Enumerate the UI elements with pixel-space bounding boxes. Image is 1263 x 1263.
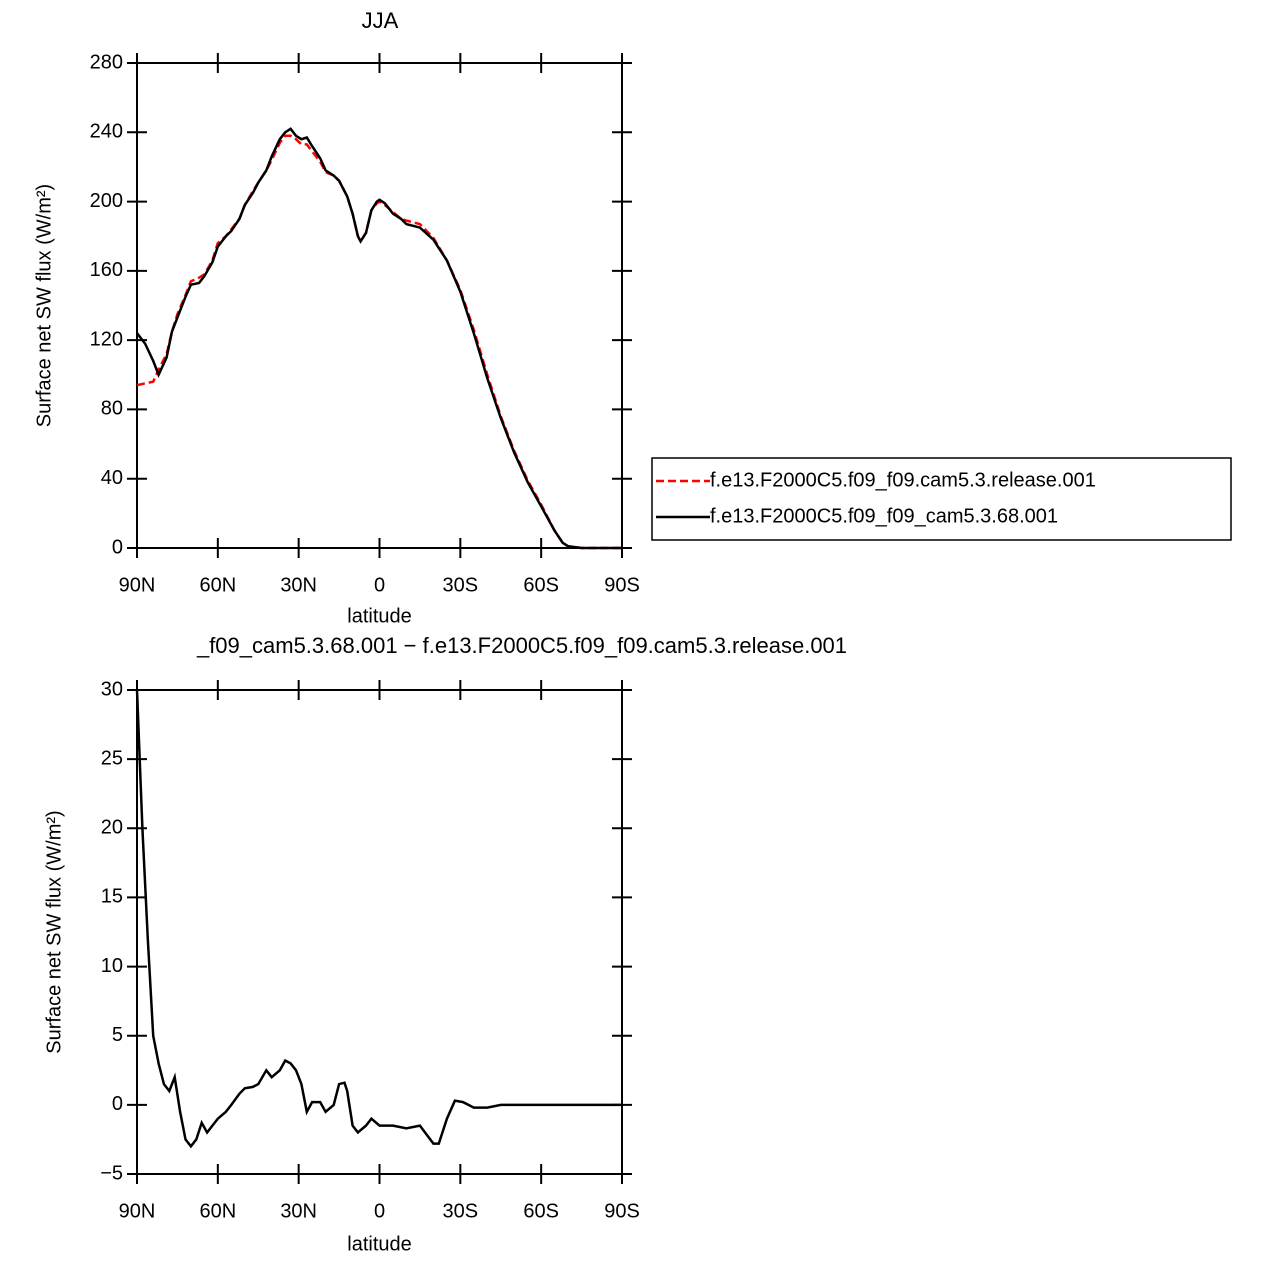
data-line [136,127,622,550]
y-tick-label: 120 [90,328,123,350]
data-line [135,689,622,1149]
y-tick-label: 20 [101,817,123,839]
y-tick-label: 0 [112,536,123,558]
x-tick-label: 90N [119,574,156,596]
x-tick-label: 90N [119,1200,156,1222]
y-tick-label: 0 [112,1093,123,1115]
y-tick-label: 25 [101,747,123,769]
legend-label: f.e13.F2000C5.f09_f09.cam5.3.release.001 [710,469,1096,491]
x-tick-label: 60N [199,574,236,596]
x-tick-label: 60N [199,1200,236,1222]
x-tick-label: 30N [280,574,317,596]
x-tick-label: 90S [604,574,640,596]
y-tick-label: 10 [101,955,123,977]
chart-title: _f09_cam5.3.68.001 − f.e13.F2000C5.f09_f… [196,633,847,658]
y-tick-label: 30 [101,678,123,700]
legend-box [651,457,1232,541]
x-tick-label: 0 [374,1200,385,1222]
x-tick-label: 90S [604,1200,640,1222]
plot-frame [136,689,623,1175]
y-axis-label: Surface net SW flux (W/m²) [33,184,55,427]
data-line [136,134,622,550]
x-tick-label: 0 [374,574,385,596]
x-axis-label: latitude [347,1233,412,1255]
plot-frame [136,62,623,549]
chart-title: JJA [362,8,399,33]
y-tick-label: 80 [101,398,123,420]
y-axis-label: Surface net SW flux (W/m²) [43,810,65,1053]
y-tick-label: −5 [100,1162,123,1184]
x-tick-label: 30N [280,1200,317,1222]
y-tick-label: 5 [112,1024,123,1046]
x-axis-label: latitude [347,605,412,627]
x-tick-label: 30S [443,1200,479,1222]
y-tick-label: 160 [90,259,123,281]
x-tick-label: 60S [523,574,559,596]
x-tick-label: 30S [443,574,479,596]
y-tick-label: 240 [90,121,123,143]
y-tick-label: 280 [90,51,123,73]
y-tick-label: 40 [101,467,123,489]
y-tick-label: 200 [90,190,123,212]
x-tick-label: 60S [523,1200,559,1222]
legend-label: f.e13.F2000C5.f09_f09_cam5.3.68.001 [710,505,1058,527]
y-tick-label: 15 [101,886,123,908]
